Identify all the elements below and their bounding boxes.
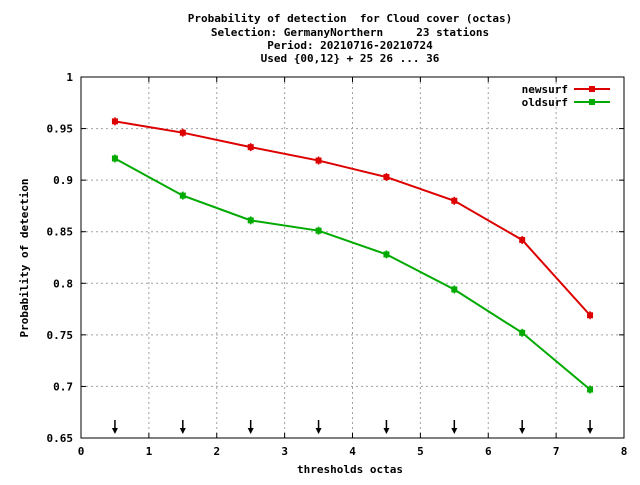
arrow-marker-head (587, 428, 594, 434)
arrow-marker (111, 420, 118, 434)
x-axis-title: thresholds octas (297, 463, 403, 476)
arrow-marker (451, 420, 458, 434)
x-tick-label: 5 (417, 445, 424, 458)
legend-marker-oldsurf (589, 99, 595, 105)
grid-layer (81, 77, 624, 438)
arrow-marker (247, 420, 254, 434)
y-tick-label: 0.65 (47, 432, 74, 445)
arrow-marker (315, 420, 322, 434)
plot-frame (80, 76, 625, 439)
series-newsurf (111, 117, 594, 320)
arrow-marker (587, 420, 594, 434)
x-tick-label: 6 (485, 445, 492, 458)
y-axis-title: Probability of detection (18, 179, 31, 338)
y-tick-label: 0.7 (53, 380, 73, 393)
y-tick-label: 0.9 (53, 174, 73, 187)
x-tick-label: 1 (146, 445, 153, 458)
legend-label-newsurf: newsurf (522, 83, 568, 96)
arrow-marker-head (247, 428, 254, 434)
x-tick-label: 7 (553, 445, 560, 458)
legend-label-oldsurf: oldsurf (522, 96, 568, 109)
y-tick-label: 0.95 (47, 123, 74, 136)
x-tick-label: 0 (78, 445, 85, 458)
x-tick-label: 2 (213, 445, 220, 458)
arrow-marker-head (111, 428, 118, 434)
arrow-marker-head (315, 428, 322, 434)
chart-title-line-3: Period: 20210716-20210724 (267, 39, 433, 52)
series-layer (111, 117, 594, 394)
y-tick-label: 0.75 (47, 329, 74, 342)
y-tick-label: 1 (66, 71, 73, 84)
arrow-marker-head (451, 428, 458, 434)
series-line-newsurf (114, 120, 591, 316)
arrow-marker (519, 420, 526, 434)
y-tick-label: 0.85 (47, 226, 74, 239)
x-tick-label: 8 (621, 445, 628, 458)
x-tick-label: 4 (349, 445, 356, 458)
x-tick-label: 3 (281, 445, 288, 458)
legend-item-newsurf: newsurf (522, 83, 610, 96)
legend-marker-newsurf (589, 86, 595, 92)
arrow-marker-head (519, 428, 526, 434)
chart-title-block: Probability of detection for Cloud cover… (188, 12, 513, 65)
series-line-oldsurf (114, 157, 591, 391)
arrow-marker-head (179, 428, 186, 434)
chart-title-line-4: Used {00,12} + 25 26 ... 36 (261, 52, 440, 65)
arrow-marker (179, 420, 186, 434)
chart-title-line-2: Selection: GermanyNorthern 23 stations (211, 26, 489, 39)
series-oldsurf (111, 154, 594, 394)
arrow-marker-layer (111, 420, 594, 434)
arrow-marker-head (383, 428, 390, 434)
arrow-marker (383, 420, 390, 434)
chart-title-line-1: Probability of detection for Cloud cover… (188, 12, 513, 25)
legend-item-oldsurf: oldsurf (522, 96, 610, 109)
y-tick-label: 0.8 (53, 277, 73, 290)
